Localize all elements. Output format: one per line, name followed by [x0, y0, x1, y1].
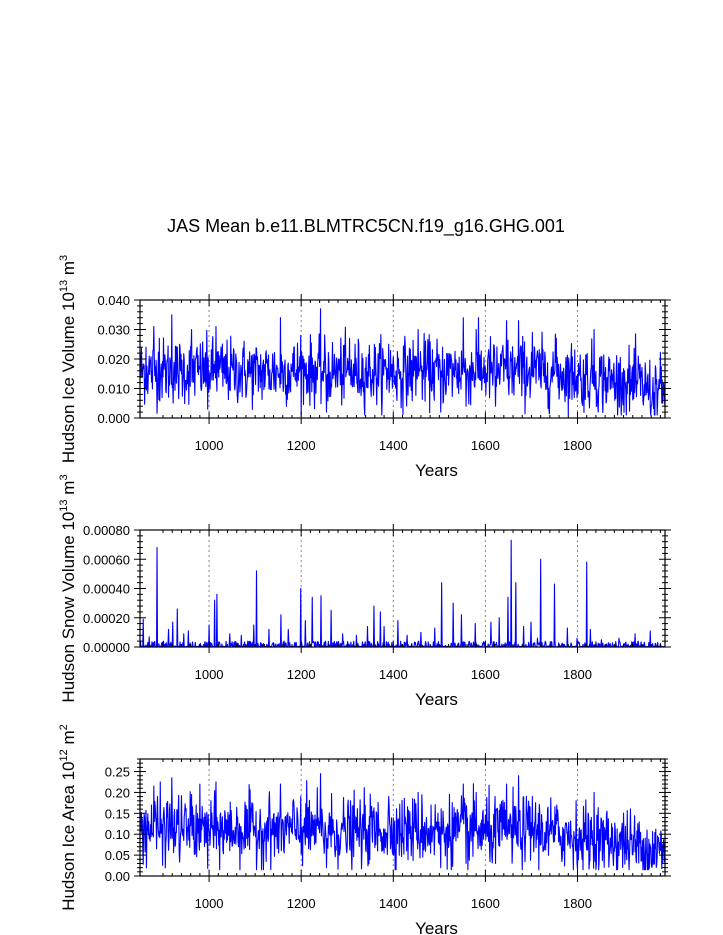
y-axis-label: Hudson Ice Volume 1013 m3 — [58, 255, 78, 463]
x-tick-label: 1200 — [287, 438, 316, 453]
y-tick-label: 0.15 — [105, 806, 130, 821]
x-tick-label: 1000 — [195, 896, 224, 911]
panel-ice-area: 1000 1200 1400 1600 1800 Years 0.00 0.05 0.10 0.1… — [58, 724, 671, 935]
y-tick-label: 0.00080 — [83, 523, 130, 538]
y-axis-label-unit-exponent: 2 — [58, 724, 70, 730]
y-axis-label-exponent: 12 — [58, 749, 70, 761]
y-tick-label: 0.05 — [105, 848, 130, 863]
x-tick-label: 1600 — [471, 667, 500, 682]
x-tick-label: 1400 — [379, 667, 408, 682]
y-tick-label: 0.030 — [97, 323, 130, 338]
series-line — [139, 308, 666, 416]
y-axis-label-unit: m — [59, 481, 78, 500]
panel-snow-volume: 1000 1200 1400 1600 1800 Years 0.00000 0.00020 0… — [58, 474, 671, 709]
series-line — [139, 539, 666, 648]
y-axis-label-main: Hudson Ice Volume 10 — [59, 292, 78, 463]
y-axis-label-unit: m — [59, 730, 78, 749]
x-axis-label: Years — [415, 690, 458, 709]
y-tick-label: 0.000 — [97, 411, 130, 426]
x-tick-label: 1800 — [563, 896, 592, 911]
y-tick-label: 0.25 — [105, 765, 130, 780]
y-tick-label: 0.020 — [97, 352, 130, 367]
figure-title: JAS Mean b.e11.BLMTRC5CN.f19_g16.GHG.001 — [167, 216, 565, 237]
y-axis-label-main: Hudson Snow Volume 10 — [59, 512, 78, 703]
y-axis-label-exponent: 13 — [58, 280, 70, 292]
y-axis-label: Hudson Ice Area 1012 m2 — [58, 724, 78, 911]
y-tick-label: 0.040 — [97, 293, 130, 308]
series-line — [139, 773, 666, 871]
panel-ice-volume: 1000 1200 1400 1600 1800 Years 0.000 0.010 0.020… — [58, 255, 671, 480]
x-tick-label: 1600 — [471, 438, 500, 453]
x-tick-label: 1200 — [287, 667, 316, 682]
y-tick-label: 0.00040 — [83, 582, 130, 597]
y-axis-label-unit-exponent: 3 — [58, 255, 70, 261]
y-tick-label: 0.10 — [105, 827, 130, 842]
y-tick-label: 0.00060 — [83, 552, 130, 567]
y-axis-label-unit-exponent: 3 — [58, 474, 70, 480]
y-tick-label: 0.010 — [97, 382, 130, 397]
y-axis-label-exponent: 13 — [58, 499, 70, 511]
x-axis-label: Years — [415, 919, 458, 935]
y-tick-label: 0.00 — [105, 869, 130, 884]
x-tick-label: 1000 — [195, 667, 224, 682]
x-tick-label: 1200 — [287, 896, 316, 911]
y-axis-label-unit: m — [59, 261, 78, 280]
y-tick-label: 0.00020 — [83, 611, 130, 626]
x-tick-label: 1800 — [563, 667, 592, 682]
x-tick-label: 1600 — [471, 896, 500, 911]
x-tick-label: 1400 — [379, 438, 408, 453]
y-axis-label: Hudson Snow Volume 1013 m3 — [58, 474, 78, 702]
y-tick-label: 0.00000 — [83, 640, 130, 655]
y-tick-label: 0.20 — [105, 785, 130, 800]
x-axis-label: Years — [415, 461, 458, 480]
x-tick-label: 1400 — [379, 896, 408, 911]
x-tick-label: 1800 — [563, 438, 592, 453]
y-axis-label-main: Hudson Ice Area 10 — [59, 761, 78, 910]
x-tick-label: 1000 — [195, 438, 224, 453]
